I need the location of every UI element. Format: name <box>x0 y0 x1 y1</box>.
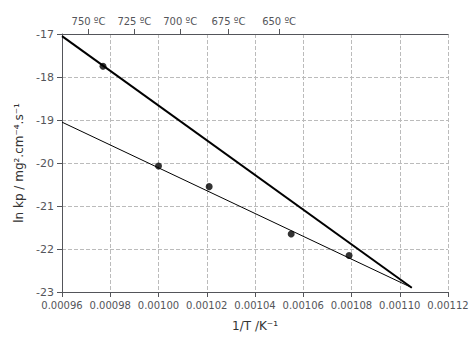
svg-text:0.00110: 0.00110 <box>379 300 420 311</box>
svg-text:-18: -18 <box>36 71 54 84</box>
svg-text:700 ºC: 700 ºC <box>163 16 197 27</box>
svg-text:0.00102: 0.00102 <box>186 300 227 311</box>
svg-text:-22: -22 <box>36 243 54 256</box>
svg-text:675 ºC: 675 ºC <box>211 16 245 27</box>
svg-text:ln kp / mg².cm⁻⁴.s⁻¹: ln kp / mg².cm⁻⁴.s⁻¹ <box>12 103 26 223</box>
svg-text:-23: -23 <box>36 286 54 299</box>
svg-text:0.00112: 0.00112 <box>427 300 468 311</box>
svg-text:0.00106: 0.00106 <box>283 300 324 311</box>
svg-text:-17: -17 <box>36 28 54 41</box>
svg-text:0.00100: 0.00100 <box>138 300 179 311</box>
svg-text:-20: -20 <box>36 157 54 170</box>
svg-text:650 ºC: 650 ºC <box>262 16 296 27</box>
svg-text:0.00096: 0.00096 <box>41 300 82 311</box>
svg-text:-21: -21 <box>36 200 54 213</box>
svg-text:725 ºC: 725 ºC <box>117 16 151 27</box>
svg-text:0.00098: 0.00098 <box>90 300 131 311</box>
svg-text:0.00104: 0.00104 <box>234 300 275 311</box>
svg-text:1/T /K⁻¹: 1/T /K⁻¹ <box>232 319 278 333</box>
svg-text:0.00108: 0.00108 <box>331 300 372 311</box>
svg-text:-19: -19 <box>36 114 54 127</box>
svg-text:750 ºC: 750 ºC <box>72 16 106 27</box>
